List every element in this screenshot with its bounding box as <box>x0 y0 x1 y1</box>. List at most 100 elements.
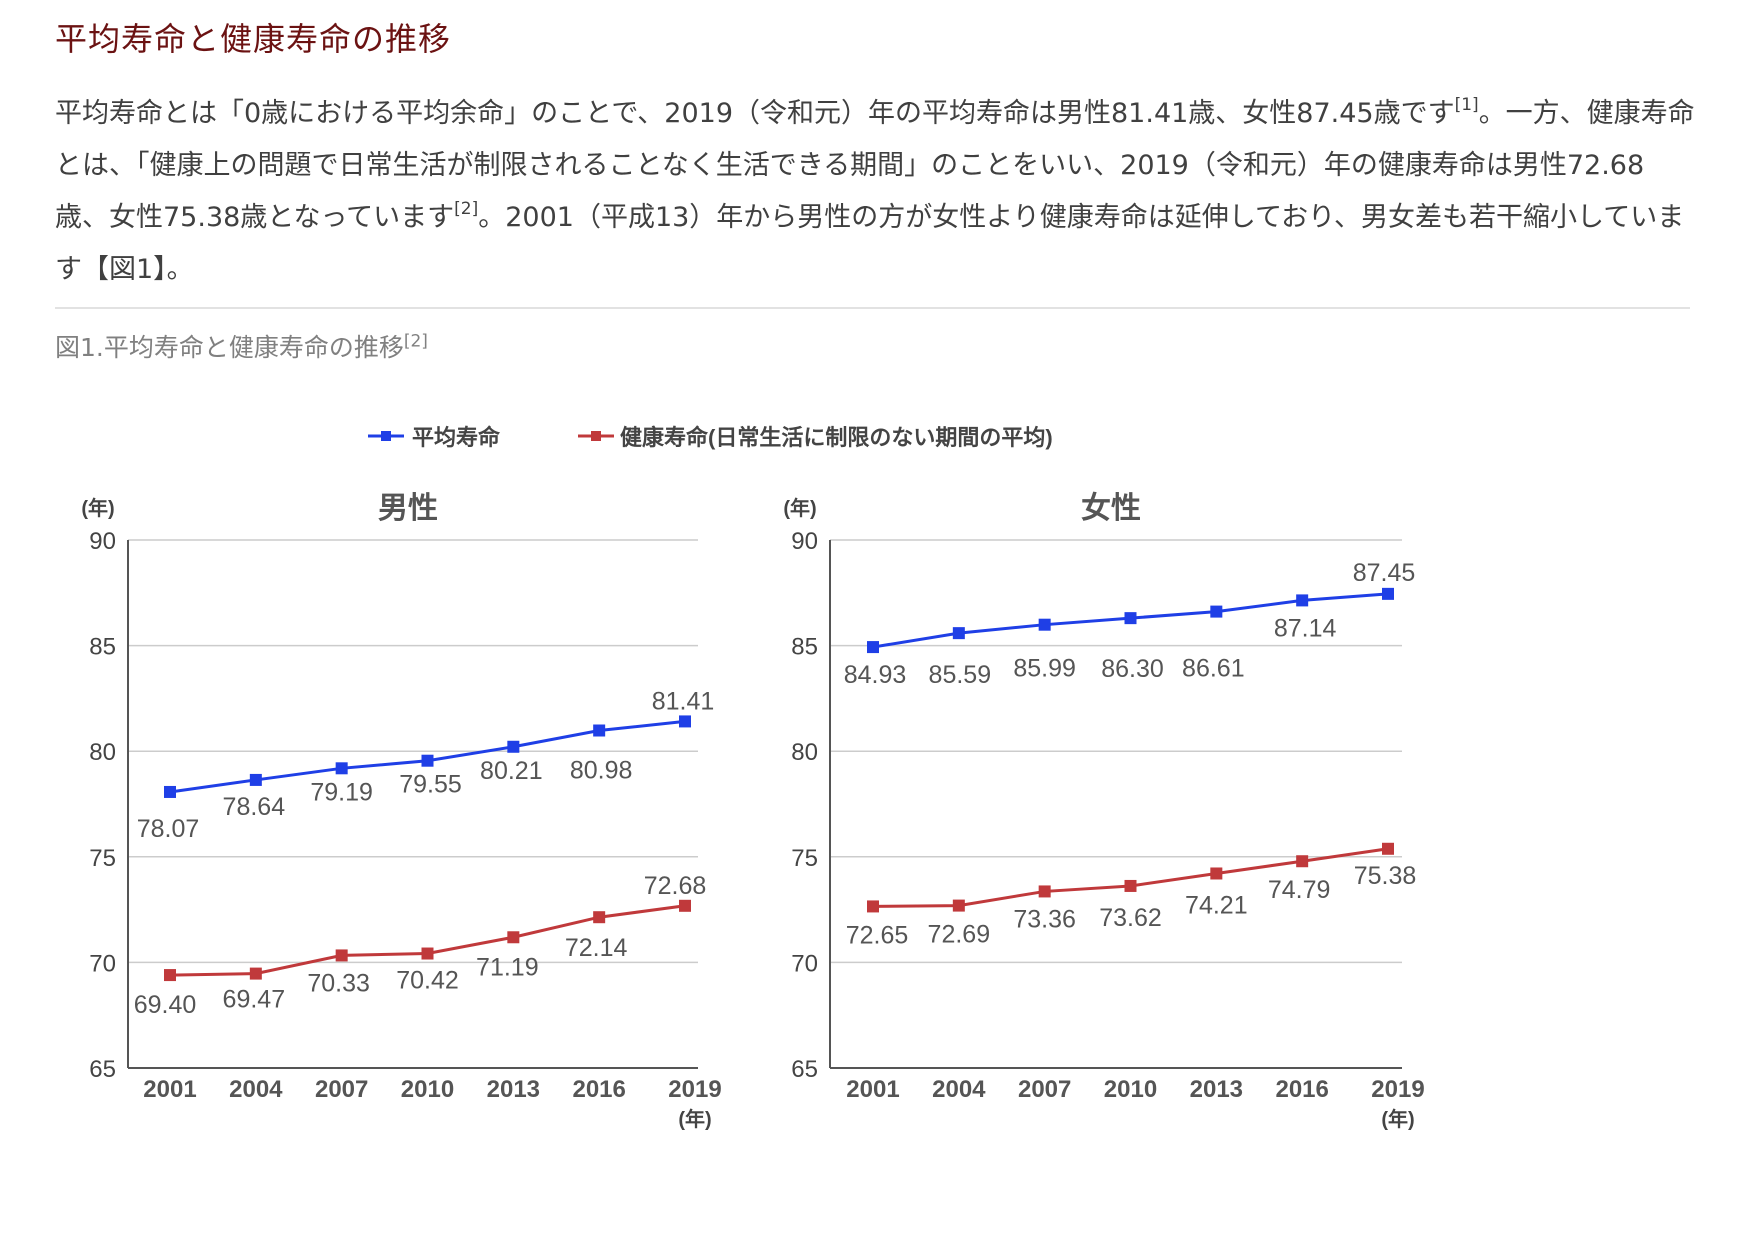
data-label: 79.55 <box>399 771 462 799</box>
x-tick-label: 2004 <box>932 1076 986 1103</box>
y-tick-label: 65 <box>791 1056 818 1083</box>
y-tick-label: 90 <box>791 528 818 555</box>
data-label: 80.98 <box>570 757 633 785</box>
data-label: 72.65 <box>846 921 909 949</box>
x-tick-label: 2001 <box>846 1076 899 1103</box>
data-point <box>507 931 520 944</box>
paragraph-sentence-1: 平均寿命とは「0歳における平均余命」のことで、2019（令和元）年の平均寿命は男… <box>55 98 1455 129</box>
y-axis-unit: (年) <box>81 496 114 520</box>
intro-paragraph: 平均寿命とは「0歳における平均余命」のことで、2019（令和元）年の平均寿命は男… <box>55 88 1695 296</box>
data-label: 87.14 <box>1274 614 1337 642</box>
figure-chart: 平均寿命 健康寿命(日常生活に制限のない期間の平均) 90 85 80 75 70 65 男… <box>81 425 1424 1131</box>
figure-reference-link[interactable]: [2] <box>403 331 428 352</box>
y-tick-label: 75 <box>791 845 818 872</box>
figure-caption: 図1.平均寿命と健康寿命の推移[2] <box>55 328 428 364</box>
data-point <box>1296 855 1309 868</box>
data-point <box>593 724 606 737</box>
paragraph-sentence-3: 。2001（平成13）年から男性の方が女性より健康寿命は延伸しており、男女差も若… <box>55 202 1685 285</box>
data-label: 80.21 <box>480 757 543 785</box>
data-point <box>867 900 879 913</box>
legend-healthy-label: 健康寿命(日常生活に制限のない期間の平均) <box>620 425 1053 450</box>
x-tick-label: 2010 <box>401 1076 454 1103</box>
x-tick-label: 2007 <box>315 1076 368 1103</box>
data-label: 85.99 <box>1013 655 1076 683</box>
x-tick-label: 2016 <box>1275 1076 1328 1103</box>
chart-title: 男性 <box>378 492 438 525</box>
y-axis-unit: (年) <box>783 496 816 520</box>
x-tick-label: 2019 <box>1371 1076 1424 1103</box>
y-tick-label: 80 <box>89 739 116 766</box>
y-tick-label: 70 <box>89 950 116 977</box>
data-point <box>1210 867 1223 880</box>
data-label: 81.41 <box>652 687 715 715</box>
data-point <box>335 762 348 775</box>
data-point <box>164 969 176 982</box>
data-point <box>249 773 262 786</box>
data-point <box>952 899 965 912</box>
data-point <box>952 627 965 640</box>
data-point <box>1296 594 1309 607</box>
data-label: 85.59 <box>929 661 992 689</box>
x-axis-unit: (年) <box>1381 1107 1414 1131</box>
x-tick-label: 2016 <box>572 1076 625 1103</box>
data-label: 72.14 <box>565 934 628 962</box>
data-point <box>1038 618 1051 631</box>
data-label: 73.36 <box>1013 905 1076 933</box>
data-label: 78.64 <box>223 793 286 821</box>
legend-healthy-marker <box>591 431 601 441</box>
y-tick-label: 80 <box>791 739 818 766</box>
legend-life-marker <box>381 431 391 441</box>
data-point <box>1382 587 1394 600</box>
y-tick-label: 65 <box>89 1056 116 1083</box>
data-label: 78.07 <box>137 815 200 843</box>
data-label: 70.42 <box>396 967 459 995</box>
y-tick-label: 85 <box>791 634 818 661</box>
data-point <box>421 947 434 960</box>
data-label: 79.19 <box>310 778 373 806</box>
data-label: 87.45 <box>1353 559 1416 587</box>
data-label: 70.33 <box>307 969 370 997</box>
data-label: 86.30 <box>1101 655 1164 683</box>
data-point <box>1038 885 1051 898</box>
data-point <box>1124 612 1137 625</box>
reference-2-link[interactable]: [2] <box>454 199 479 219</box>
data-label: 84.93 <box>844 661 907 689</box>
x-tick-label: 2013 <box>1190 1076 1243 1103</box>
x-axis-unit: (年) <box>678 1107 711 1131</box>
legend-life-label: 平均寿命 <box>412 425 501 450</box>
x-tick-label: 2013 <box>487 1076 540 1103</box>
data-label: 75.38 <box>1354 862 1417 890</box>
y-tick-label: 70 <box>791 950 818 977</box>
reference-1-link[interactable]: [1] <box>1454 95 1479 115</box>
y-tick-label: 90 <box>89 528 116 555</box>
divider <box>55 307 1690 309</box>
y-tick-label: 75 <box>89 845 116 872</box>
data-point <box>1382 842 1394 855</box>
data-point <box>679 715 691 728</box>
data-point <box>1124 879 1137 892</box>
data-label: 73.62 <box>1099 904 1162 932</box>
data-point <box>421 754 434 767</box>
x-tick-label: 2004 <box>229 1076 283 1103</box>
paragraph-sentence-2: 。一方、健康寿命とは、「健康上の問題で日常生活が制限されることなく生活できる期間… <box>55 98 1695 233</box>
data-label: 69.47 <box>223 986 286 1014</box>
data-point <box>507 740 520 753</box>
y-tick-label: 85 <box>89 634 116 661</box>
data-label: 71.19 <box>476 953 539 981</box>
figure-caption-text: 図1.平均寿命と健康寿命の推移 <box>55 333 404 362</box>
data-label: 72.68 <box>644 872 707 900</box>
female-chart: 90 85 80 75 70 65 女性 (年) (年) 2001 2004 2007 2010 2013… <box>783 491 1424 1131</box>
data-point <box>593 911 606 924</box>
data-point <box>335 949 348 962</box>
data-point <box>164 785 176 798</box>
data-label: 74.79 <box>1268 876 1331 904</box>
chart-legend: 平均寿命 健康寿命(日常生活に制限のない期間の平均) <box>368 425 1053 450</box>
data-label: 86.61 <box>1182 655 1245 683</box>
chart-title: 女性 <box>1081 491 1141 525</box>
x-tick-label: 2007 <box>1018 1076 1071 1103</box>
data-point <box>867 641 879 654</box>
male-chart: 90 85 80 75 70 65 男性 (年) (年) 2001 2004 2007 2010 2013… <box>81 492 721 1131</box>
x-tick-label: 2019 <box>668 1076 721 1103</box>
x-tick-label: 2010 <box>1104 1076 1157 1103</box>
x-tick-label: 2001 <box>143 1076 196 1103</box>
